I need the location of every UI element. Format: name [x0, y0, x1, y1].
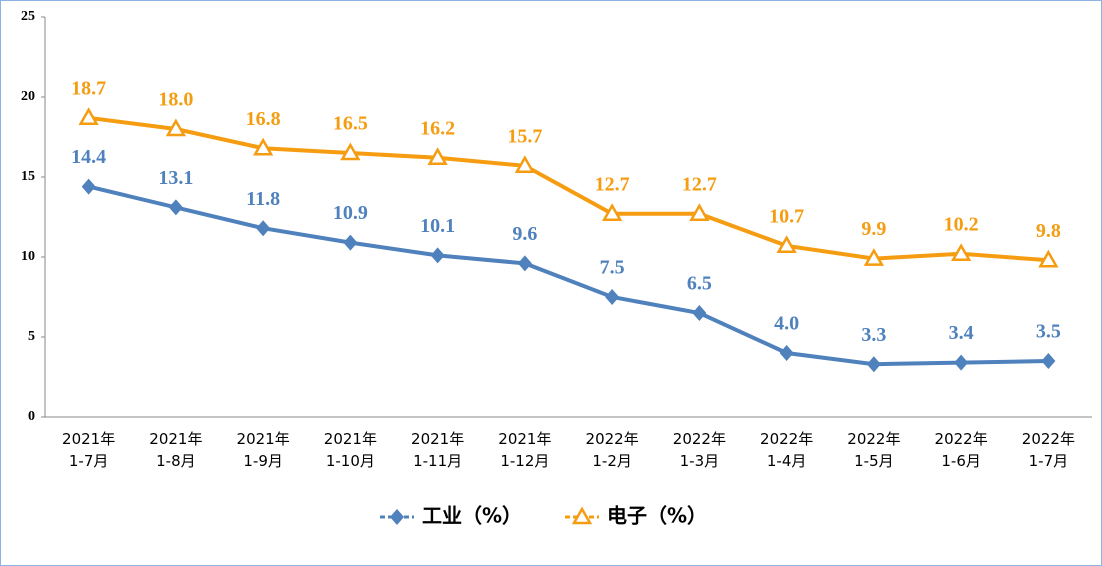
y-tick-label: 10: [21, 249, 35, 264]
data-label: 18.0: [158, 89, 193, 111]
data-label: 14.4: [71, 146, 106, 168]
point-marker: [168, 199, 183, 216]
point-marker: [1041, 353, 1056, 369]
data-label: 6.5: [687, 273, 712, 295]
data-label: 10.9: [333, 202, 368, 224]
x-tick-label: 2021年 1-11月: [411, 430, 465, 470]
legend-label: 电子（%）: [607, 504, 707, 528]
data-label: 3.4: [949, 322, 974, 344]
data-label: 16.8: [246, 108, 281, 130]
data-label: 13.1: [158, 167, 193, 189]
point-marker: [165, 118, 187, 137]
y-tick-label: 25: [21, 9, 35, 24]
data-label: 10.1: [420, 215, 455, 237]
point-marker: [605, 289, 620, 305]
x-tick-label: 2021年 1-7月: [62, 430, 116, 470]
data-label: 10.7: [769, 205, 804, 227]
point-marker: [256, 220, 271, 237]
point-marker: [866, 356, 881, 373]
point-marker: [340, 142, 361, 161]
series-line: [88, 184, 1049, 367]
point-marker: [517, 255, 532, 272]
data-label: 16.5: [333, 113, 368, 135]
point-marker: [692, 305, 707, 321]
point-marker: [689, 203, 710, 222]
x-tick-label: 2021年 1-8月: [149, 430, 203, 470]
point-marker: [1038, 249, 1059, 268]
y-tick-label: 20: [21, 89, 35, 104]
data-label: 9.6: [512, 223, 537, 245]
data-label: 9.8: [1036, 220, 1061, 242]
data-label: 16.2: [420, 117, 455, 139]
data-label: 4.0: [774, 313, 799, 335]
point-marker: [779, 345, 794, 361]
point-marker: [430, 247, 445, 264]
data-label: 15.7: [507, 125, 542, 147]
data-label: 3.5: [1036, 321, 1061, 343]
data-label: 10.2: [944, 213, 979, 235]
point-marker: [954, 354, 969, 371]
y-tick-label: 15: [21, 169, 35, 184]
data-label: 3.3: [861, 324, 886, 346]
x-tick-label: 2022年 1-4月: [760, 430, 814, 470]
point-marker: [78, 107, 99, 126]
point-marker: [950, 243, 972, 262]
point-marker: [514, 155, 536, 174]
point-marker: [343, 234, 358, 251]
point-marker: [427, 147, 448, 166]
x-tick-label: 2021年 1-9月: [236, 430, 290, 470]
x-tick-label: 2021年 1-12月: [498, 430, 552, 470]
legend-marker: [390, 509, 404, 525]
data-label: 9.9: [861, 218, 886, 240]
point-marker: [863, 248, 885, 266]
data-label: 12.7: [682, 173, 717, 195]
point-marker: [601, 203, 623, 222]
y-tick-label: 5: [28, 329, 35, 344]
data-label: 11.8: [246, 188, 280, 210]
y-tick-label: 0: [28, 409, 35, 424]
x-tick-label: 2022年 1-5月: [847, 430, 901, 470]
series-line: [88, 115, 1049, 263]
legend-marker: [571, 506, 593, 525]
x-tick-label: 2022年 1-2月: [585, 430, 639, 470]
point-marker: [776, 235, 797, 254]
data-label: 18.7: [71, 77, 106, 99]
point-marker: [252, 137, 274, 156]
x-tick-label: 2021年 1-10月: [323, 430, 377, 470]
data-label: 12.7: [595, 173, 630, 195]
legend-label: 工业（%）: [422, 504, 522, 528]
x-tick-label: 2022年 1-3月: [672, 430, 726, 470]
data-label: 7.5: [600, 257, 625, 279]
x-tick-label: 2022年 1-7月: [1021, 430, 1075, 470]
x-tick-label: 2022年 1-6月: [934, 430, 988, 470]
point-marker: [81, 178, 96, 195]
